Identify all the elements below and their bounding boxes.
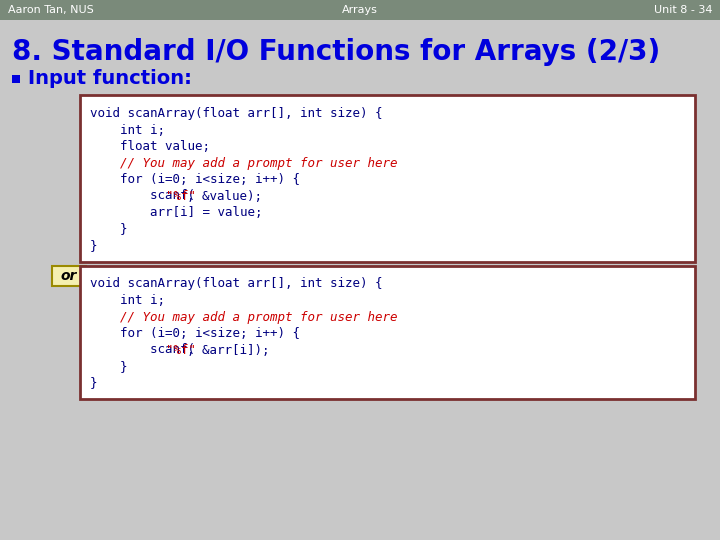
Text: Unit 8 - 34: Unit 8 - 34 xyxy=(654,5,712,15)
Text: void scanArray(float arr[], int size) {: void scanArray(float arr[], int size) { xyxy=(90,107,382,120)
FancyBboxPatch shape xyxy=(52,266,86,286)
Text: }: } xyxy=(90,376,97,389)
Text: for (i=0; i<size; i++) {: for (i=0; i<size; i++) { xyxy=(90,173,300,186)
Text: Arrays: Arrays xyxy=(342,5,378,15)
FancyBboxPatch shape xyxy=(12,75,20,83)
Text: 8. Standard I/O Functions for Arrays (2/3): 8. Standard I/O Functions for Arrays (2/… xyxy=(12,38,660,66)
Text: "%f": "%f" xyxy=(166,343,196,356)
Text: int i;: int i; xyxy=(90,124,165,137)
Text: float value;: float value; xyxy=(90,140,210,153)
Text: "%f": "%f" xyxy=(166,190,196,202)
Text: void scanArray(float arr[], int size) {: void scanArray(float arr[], int size) { xyxy=(90,278,382,291)
Text: }: } xyxy=(90,222,127,235)
FancyBboxPatch shape xyxy=(80,266,695,399)
Text: }: } xyxy=(90,360,127,373)
Text: Input function:: Input function: xyxy=(28,70,192,89)
Text: int i;: int i; xyxy=(90,294,165,307)
Text: // You may add a prompt for user here: // You may add a prompt for user here xyxy=(90,157,397,170)
Text: // You may add a prompt for user here: // You may add a prompt for user here xyxy=(90,310,397,323)
Text: }: } xyxy=(90,239,97,252)
Text: , &arr[i]);: , &arr[i]); xyxy=(187,343,270,356)
FancyBboxPatch shape xyxy=(0,0,720,20)
Text: for (i=0; i<size; i++) {: for (i=0; i<size; i++) { xyxy=(90,327,300,340)
Text: scanf(: scanf( xyxy=(90,190,195,202)
Text: , &value);: , &value); xyxy=(187,190,262,202)
Text: scanf(: scanf( xyxy=(90,343,195,356)
FancyBboxPatch shape xyxy=(80,95,695,261)
Text: Aaron Tan, NUS: Aaron Tan, NUS xyxy=(8,5,94,15)
Text: arr[i] = value;: arr[i] = value; xyxy=(90,206,263,219)
Text: or: or xyxy=(60,268,77,282)
